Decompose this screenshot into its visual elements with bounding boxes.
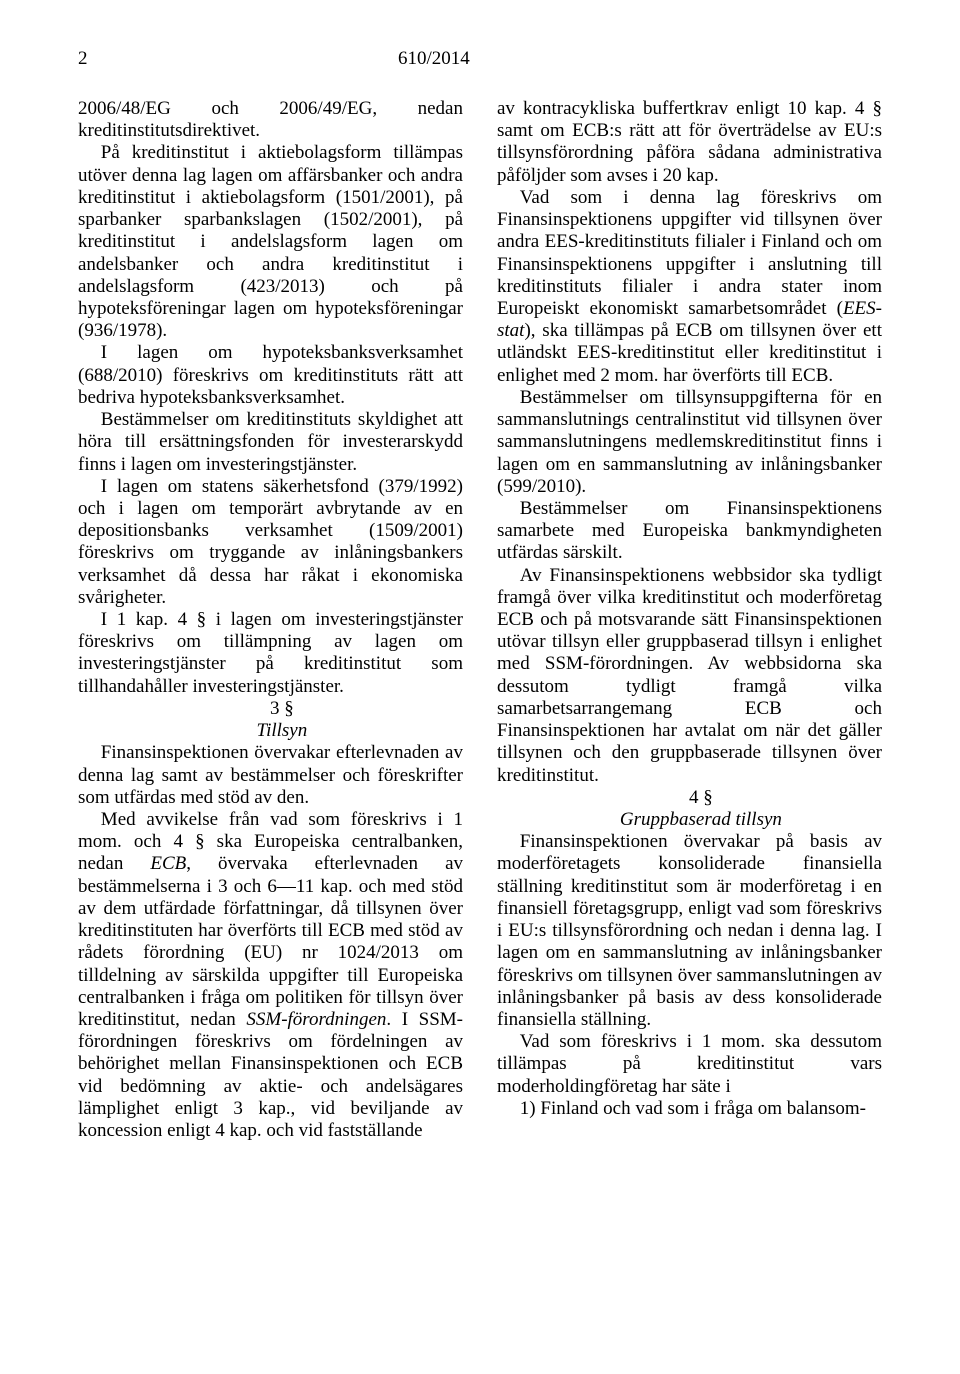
right-column: av kontracykliska buffertkrav enligt 10 … (497, 98, 882, 1142)
body-paragraph: Bestämmelser om Finansinspektionens sama… (497, 498, 882, 565)
body-paragraph: 2006/48/EG och 2006/49/EG, nedan krediti… (78, 98, 463, 142)
text-run: Av Finansinspektionens webbsidor ska tyd… (497, 565, 882, 786)
text-run: ), ska tillämpas på ECB om tillsynen öve… (497, 320, 882, 385)
left-column: 2006/48/EG och 2006/49/EG, nedan krediti… (78, 98, 463, 1142)
section-title: Tillsyn (78, 720, 463, 742)
text-run: Finansinspektionen övervakar efterlevnad… (78, 742, 463, 807)
text-run: På kreditinstitut i aktiebolagsform till… (78, 142, 463, 341)
body-paragraph: På kreditinstitut i aktiebolagsform till… (78, 142, 463, 342)
italic-term: ECB (150, 853, 186, 874)
text-run: Bestämmelser om kreditinstituts skyldigh… (78, 409, 463, 474)
document-reference: 610/2014 (398, 48, 470, 70)
body-paragraph: I lagen om hypoteksbanksverksamhet (688/… (78, 342, 463, 409)
body-paragraph: Bestämmelser om tillsynsuppgifterna för … (497, 387, 882, 498)
section-title: Gruppbaserad tillsyn (497, 809, 882, 831)
body-paragraph: I lagen om statens säkerhetsfond (379/19… (78, 476, 463, 609)
body-paragraph: Finansinspektionen övervakar på basis av… (497, 831, 882, 1031)
page-number: 2 (78, 48, 128, 70)
text-run: Vad som föreskrivs i 1 mom. ska dessutom… (497, 1031, 882, 1096)
text-run: Bestämmelser om tillsynsuppgifterna för … (497, 387, 882, 497)
text-run: I lagen om hypoteksbanksverksamhet (688/… (78, 342, 463, 407)
text-run: 2006/48/EG och 2006/49/EG, nedan krediti… (78, 98, 463, 141)
text-run: Finansinspektionen övervakar på basis av… (497, 831, 882, 1030)
text-columns: 2006/48/EG och 2006/49/EG, nedan krediti… (78, 98, 882, 1142)
body-paragraph: Med avvikelse från vad som föreskrivs i … (78, 809, 463, 1142)
body-paragraph: Bestämmelser om kreditinstituts skyldigh… (78, 409, 463, 476)
body-paragraph: 1) Finland och vad som i fråga om balans… (497, 1098, 882, 1120)
text-run: I lagen om statens säkerhetsfond (379/19… (78, 476, 463, 608)
italic-term: SSM-förordningen (246, 1009, 386, 1030)
body-paragraph: I 1 kap. 4 § i lagen om investeringstjän… (78, 609, 463, 698)
text-run: 1) Finland och vad som i fråga om balans… (520, 1098, 866, 1119)
body-paragraph: av kontracykliska buffertkrav enligt 10 … (497, 98, 882, 187)
document-page: 2 610/2014 2006/48/EG och 2006/49/EG, ne… (0, 0, 960, 1182)
body-paragraph: Vad som i denna lag föreskrivs om Finans… (497, 187, 882, 387)
body-paragraph: Finansinspektionen övervakar efterlevnad… (78, 742, 463, 809)
body-paragraph: Av Finansinspektionens webbsidor ska tyd… (497, 565, 882, 787)
body-paragraph: Vad som föreskrivs i 1 mom. ska dessutom… (497, 1031, 882, 1098)
text-run: Vad som i denna lag föreskrivs om Finans… (497, 187, 882, 319)
section-number: 4 § (497, 787, 882, 809)
text-run: I 1 kap. 4 § i lagen om investeringstjän… (78, 609, 463, 697)
text-run: av kontracykliska buffertkrav enligt 10 … (497, 98, 882, 186)
text-run: Bestämmelser om Finansinspektionens sama… (497, 498, 882, 563)
page-header: 2 610/2014 (78, 48, 882, 70)
text-run: , övervaka efterlevnaden av bestämmelser… (78, 853, 463, 1030)
section-number: 3 § (78, 698, 463, 720)
